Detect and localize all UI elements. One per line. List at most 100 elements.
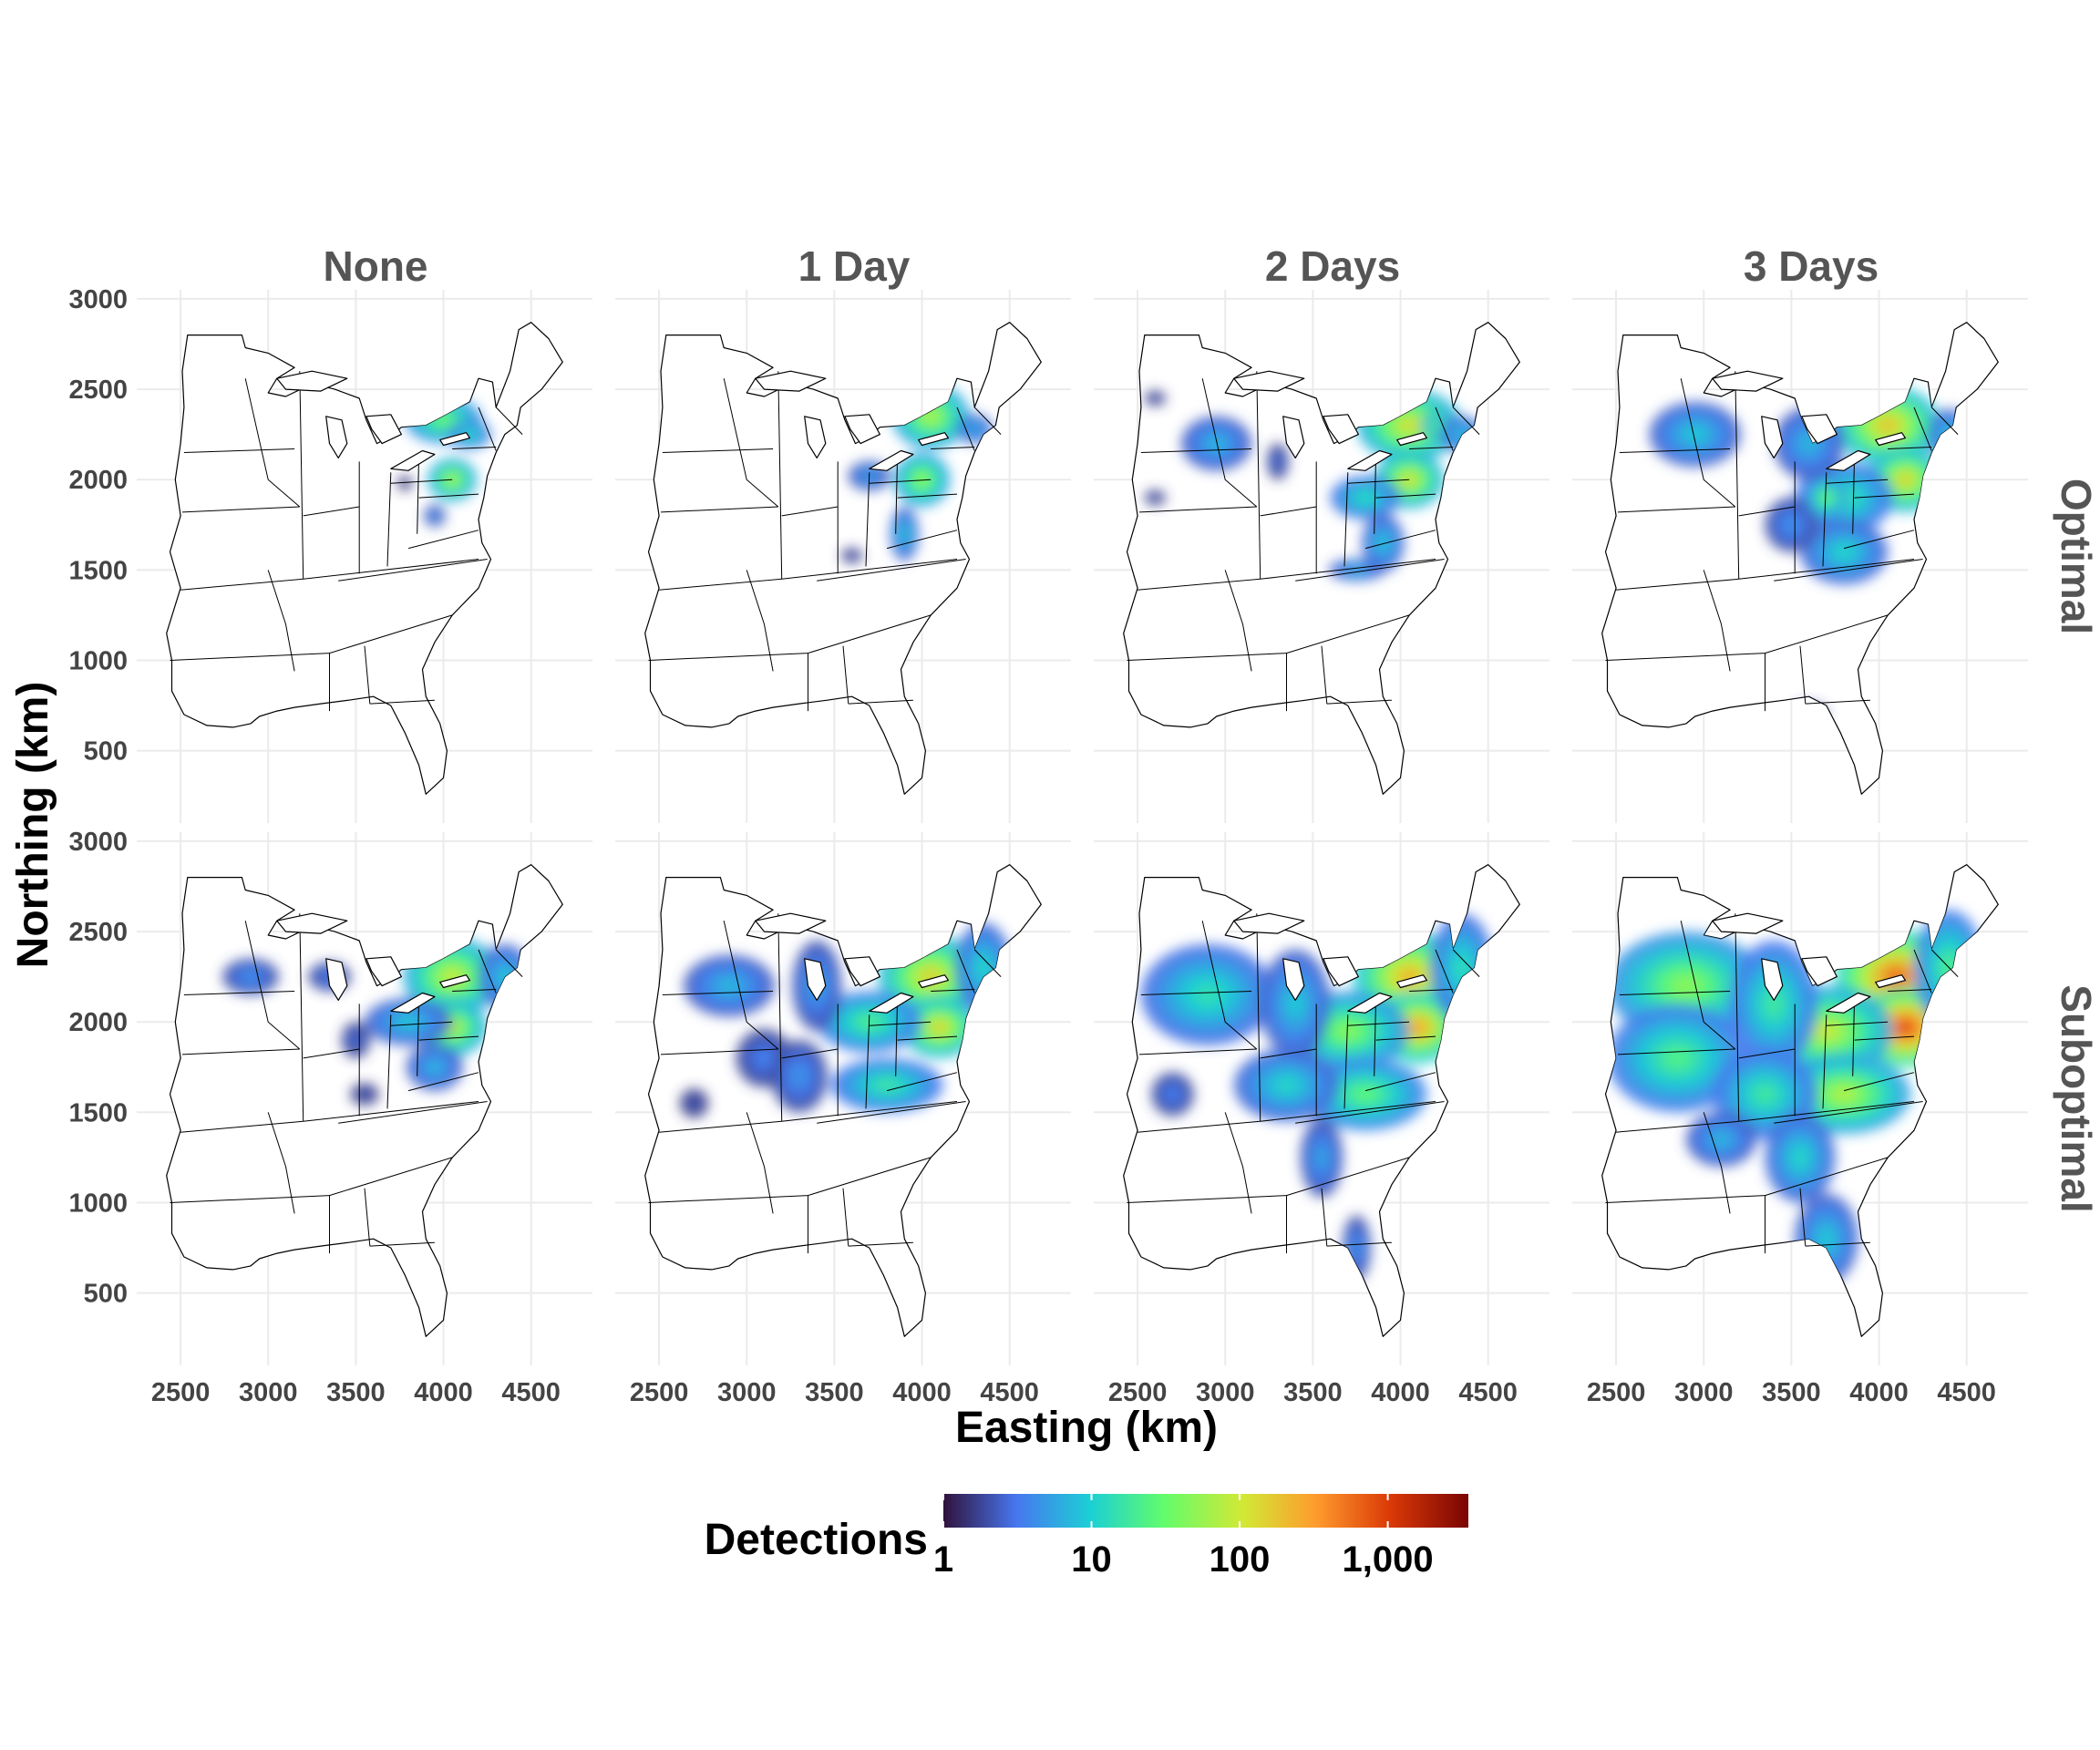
density-spot	[436, 416, 451, 425]
great-lake	[756, 371, 826, 391]
land-outline	[1124, 323, 1520, 795]
x-tick-label: 3000	[1674, 1378, 1734, 1407]
panels-layer	[137, 290, 2028, 1365]
great-lake	[277, 913, 347, 933]
column-strip-label: 2 Days	[1265, 242, 1400, 290]
column-strip-label: None	[324, 242, 428, 290]
x-tick-label: 2500	[1587, 1378, 1646, 1407]
density-spot	[1358, 493, 1372, 502]
column-strip-label: 1 Day	[798, 242, 911, 290]
y-axis-title: Northing (km)	[9, 682, 57, 969]
y-tick-label: 3000	[68, 828, 128, 857]
density-spot	[429, 1063, 440, 1072]
density-spot	[1663, 1047, 1692, 1069]
panel-suboptimal-1	[615, 832, 1071, 1365]
density-spot	[1194, 984, 1220, 1004]
density-spot	[1940, 425, 1957, 445]
y-tick-label: 500	[84, 1280, 128, 1309]
density-spot	[932, 1021, 947, 1033]
x-tick-label: 2500	[630, 1378, 689, 1407]
density-spot	[1806, 713, 1813, 717]
density-spot	[1276, 1078, 1297, 1093]
great-lake	[1713, 371, 1783, 391]
land-outline	[167, 323, 563, 795]
density-spot	[794, 1069, 805, 1084]
density-spot	[1153, 396, 1158, 399]
density-spot	[1153, 496, 1158, 499]
y-tick-label: 1500	[68, 1098, 128, 1127]
y-tick-label: 2000	[68, 466, 128, 495]
density-spot	[1793, 1148, 1807, 1167]
density-spot	[923, 410, 939, 423]
panel-suboptimal-0	[137, 832, 592, 1365]
panel-optimal-2	[1094, 290, 1549, 823]
density-spot	[1802, 710, 1816, 719]
x-tick-label: 4000	[414, 1378, 473, 1407]
legend-tick-label: 10	[1071, 1539, 1112, 1580]
density-spot	[901, 529, 907, 540]
x-tick-label: 2500	[151, 1378, 211, 1407]
legend-colorbar	[943, 1494, 1468, 1528]
x-tick-label: 4500	[1937, 1378, 1996, 1407]
density-spot	[1409, 1020, 1426, 1035]
y-tick-label: 1000	[68, 647, 128, 676]
density-spot	[1276, 458, 1281, 465]
x-tick-label: 4000	[892, 1378, 952, 1407]
x-tick-label: 4500	[1458, 1378, 1518, 1407]
legend-tick-label: 1	[933, 1539, 953, 1580]
density-spot	[1354, 1087, 1378, 1102]
column-strip-label: 3 Days	[1744, 242, 1879, 290]
x-tick-label: 3500	[1762, 1378, 1821, 1407]
x-tick-label: 3500	[805, 1378, 864, 1407]
density-spot	[758, 1053, 769, 1065]
y-tick-label: 500	[84, 737, 128, 767]
panel-optimal-3	[1572, 290, 2028, 823]
density-spot	[245, 973, 256, 981]
great-lake	[277, 371, 347, 391]
density-spot	[1399, 418, 1420, 433]
density-spot	[1791, 704, 1826, 726]
row-strip-label: Suboptimal	[2053, 984, 2100, 1212]
density-spot	[1945, 429, 1953, 439]
great-lake	[1234, 371, 1304, 391]
density-spot	[1433, 423, 1438, 428]
row-strip-label: Optimal	[2053, 479, 2100, 634]
density-spot	[1822, 493, 1830, 502]
density-spot	[1835, 545, 1852, 558]
density-spot	[1168, 1090, 1177, 1099]
legend-tick-label: 1,000	[1343, 1539, 1434, 1580]
legend-tick-label: 100	[1210, 1539, 1271, 1580]
x-tick-label: 3000	[239, 1378, 298, 1407]
color-legend: Detections 1 10 100 1,000	[705, 1494, 1468, 1580]
density-spot	[1317, 1149, 1325, 1165]
panel-optimal-1	[615, 290, 1071, 823]
density-spot	[1755, 1086, 1776, 1104]
y-tick-label: 2000	[68, 1008, 128, 1037]
x-tick-label: 4500	[501, 1378, 561, 1407]
density-spot	[433, 514, 438, 519]
legend-title: Detections	[705, 1516, 928, 1564]
density-spot	[362, 1092, 367, 1096]
y-tick-label: 1500	[68, 556, 128, 585]
great-lake	[1713, 913, 1783, 933]
density-spot	[1798, 708, 1819, 721]
x-tick-label: 4000	[1371, 1378, 1430, 1407]
x-tick-label: 4000	[1849, 1378, 1909, 1407]
density-spot	[1896, 1019, 1916, 1035]
x-tick-label: 3000	[717, 1378, 777, 1407]
panel-suboptimal-3	[1572, 832, 2028, 1365]
panel-suboptimal-2	[1094, 832, 1549, 1365]
y-tick-label: 1000	[68, 1189, 128, 1219]
density-spot	[1795, 705, 1823, 723]
x-axis-title: Easting (km)	[955, 1404, 1218, 1452]
y-tick-label: 2500	[68, 918, 128, 947]
density-spot	[1354, 1241, 1359, 1254]
density-spot	[1714, 1134, 1728, 1145]
panel-optimal-0	[137, 290, 592, 823]
y-tick-label: 2500	[68, 376, 128, 405]
density-spot	[1456, 957, 1468, 979]
great-lake	[1234, 913, 1304, 933]
density-spot	[691, 1100, 696, 1106]
density-spot	[720, 980, 738, 992]
